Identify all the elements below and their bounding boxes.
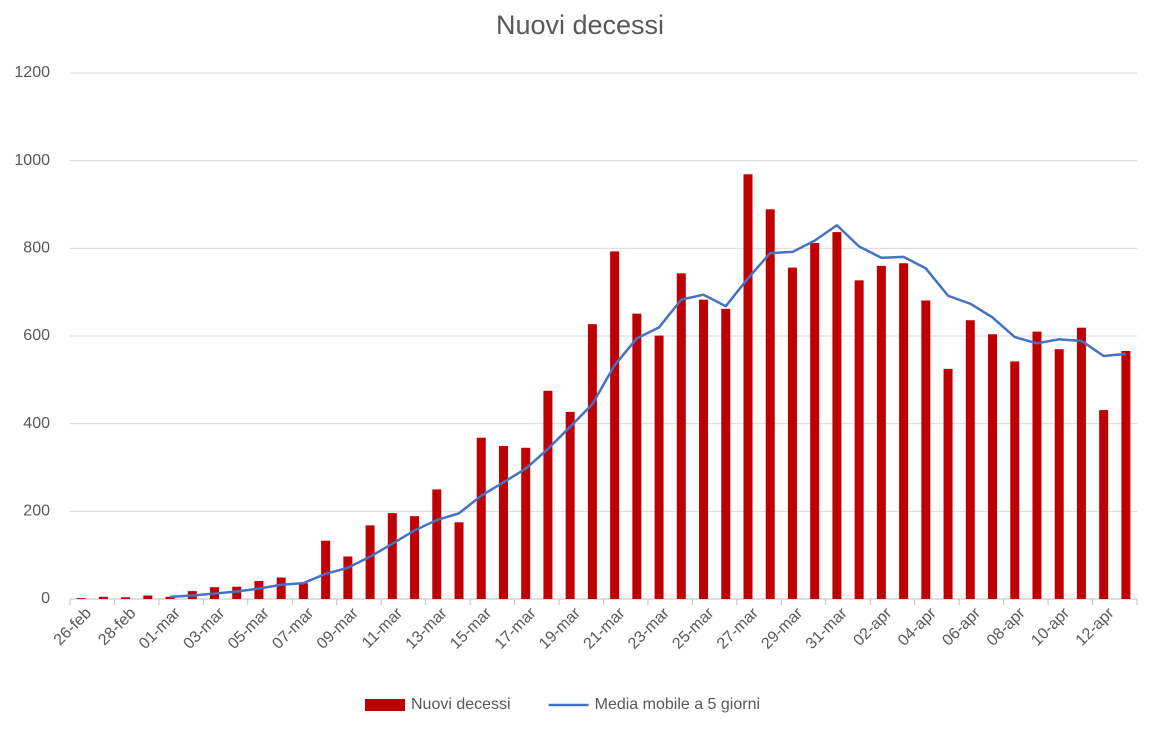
bar [854,280,864,599]
x-tick-label: 15-mar [447,604,495,652]
x-tick-label: 07-mar [269,604,317,652]
x-tick-label: 08-apr [984,604,1029,649]
bar [632,313,642,599]
x-tick-label: 21-mar [581,604,629,652]
bar [965,320,975,599]
bar [76,598,86,599]
x-tick-label: 05-mar [225,604,273,652]
bar [521,447,531,599]
x-tick-label: 12-apr [1073,604,1118,649]
bar [832,232,842,600]
x-tick-label: 31-mar [803,604,851,652]
legend-label: Nuovi decessi [411,696,511,713]
bar [343,556,353,599]
y-tick-label: 400 [23,415,50,432]
bar [121,597,131,599]
x-tick-label: 09-mar [314,604,362,652]
chart-title: Nuovi decessi [496,10,664,40]
moving-average-line [169,224,1127,599]
legend-swatch [365,699,405,711]
bar [587,324,597,599]
y-tick-label: 1200 [14,64,50,81]
y-tick-label: 200 [23,503,50,520]
bar [787,267,797,599]
bar [321,540,331,599]
y-tick-label: 800 [23,240,50,257]
bar [476,437,486,599]
x-tick-label: 23-mar [625,604,673,652]
bar [454,522,464,599]
bar [810,243,820,599]
x-tick-label: 04-apr [895,604,940,649]
bar [1121,350,1131,599]
bar [699,299,709,599]
bar [165,596,175,599]
x-tick-label: 28-feb [95,605,139,649]
bar [1010,361,1020,599]
bar [1099,410,1109,599]
bar [1032,331,1042,599]
bar [654,335,664,599]
x-tick-label: 03-mar [180,604,228,652]
y-tick-label: 1000 [14,152,50,169]
legend-label: Media mobile a 5 giorni [595,696,760,713]
x-tick-label: 11-mar [359,604,407,652]
bar [543,390,553,599]
bar [610,251,620,599]
bar [298,583,308,599]
y-tick-label: 600 [23,327,50,344]
y-tick-label: 0 [41,590,50,607]
bar [432,489,442,599]
bar [1054,349,1064,599]
bar [387,513,397,599]
x-tick-label: 10-apr [1028,604,1073,649]
bar [765,209,775,600]
bar [721,308,731,599]
bar [676,273,686,599]
x-tick-label: 17-mar [492,604,540,652]
x-tick-label: 27-mar [714,604,762,652]
bar [1076,327,1086,599]
x-tick-label: 26-feb [51,605,95,649]
bar [98,596,108,599]
x-tick-label: 02-apr [850,604,895,649]
bar [899,263,909,599]
bar [743,174,753,599]
x-tick-label: 06-apr [939,604,984,649]
bar [498,446,508,599]
x-tick-label: 29-mar [758,604,806,652]
bar [410,516,420,599]
bar [921,300,931,599]
x-tick-label: 19-mar [536,604,584,652]
bar [276,577,286,599]
bar [232,586,242,599]
bar [943,368,953,599]
bar [254,581,264,599]
bar [143,595,153,599]
bar [365,525,375,599]
bar [565,411,575,599]
bar [988,334,998,599]
x-tick-label: 13-mar [403,604,451,652]
x-tick-label: 01-mar [136,604,184,652]
bar [876,265,886,599]
x-tick-label: 25-mar [669,604,717,652]
